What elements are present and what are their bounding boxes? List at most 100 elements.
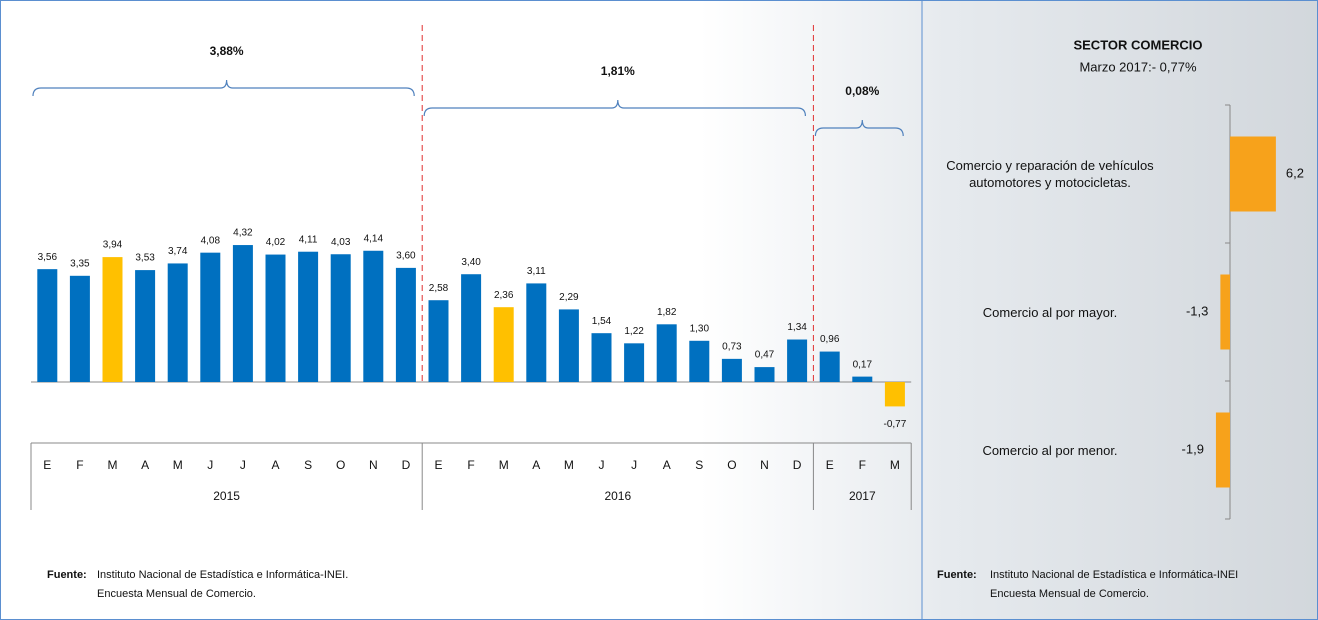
bar [461,274,482,382]
month-label: N [760,458,769,472]
source-label: Fuente: [937,569,977,581]
value-label: 2,58 [429,283,449,294]
bar [69,275,90,382]
value-label: -1,3 [1186,303,1208,318]
bar [1220,274,1230,350]
month-label: O [727,458,736,472]
value-label: -1,9 [1182,441,1204,456]
bar [852,376,873,382]
category-label-box: Comercio al por mayor. [982,304,1118,320]
bar [232,245,253,382]
bar [1215,412,1230,488]
bar [265,254,286,382]
month-label: E [434,458,442,472]
bar [591,333,612,382]
value-label: 1,22 [624,326,644,337]
value-label: -0,77 [884,419,907,430]
year-label: 2017 [849,489,876,503]
bar [526,283,547,382]
month-label: N [369,458,378,472]
value-label: 2,36 [494,290,514,301]
value-label: 3,94 [103,240,123,251]
month-label: J [240,458,246,472]
value-label: 1,82 [657,307,677,318]
bar [558,309,579,382]
category-label: Comercio al por mayor. [982,304,1118,320]
value-label: 4,03 [331,237,351,248]
source-line: Instituto Nacional de Estadística e Info… [990,569,1238,581]
value-label: 4,02 [266,237,286,248]
month-label: D [793,458,802,472]
month-label: A [141,458,149,472]
bar [656,324,677,382]
bar [298,251,319,382]
bar [721,358,742,382]
bar [493,307,514,382]
value-label: 3,40 [461,257,481,268]
bar [363,250,384,382]
month-label: M [173,458,183,472]
month-label: M [890,458,900,472]
value-label: 6,2 [1286,165,1304,180]
month-label: A [532,458,540,472]
bar [754,367,775,382]
source-line: Encuesta Mensual de Comercio. [990,588,1149,600]
brace [814,119,904,137]
bar [624,343,645,382]
value-label: 1,54 [592,316,612,327]
category-label: Comercio al por menor. [982,442,1118,458]
category-label-box: Comercio y reparación de vehículos autom… [946,158,1153,190]
month-label: A [271,458,279,472]
bar [689,340,710,382]
value-label: 0,96 [820,334,840,345]
month-label: M [564,458,574,472]
month-label: M [108,458,118,472]
bar [884,382,905,407]
bar [330,254,351,382]
bar [395,267,416,382]
bar [167,263,188,382]
value-label: 2,29 [559,292,579,303]
brace [423,99,806,117]
value-label: 3,74 [168,246,188,257]
month-label: F [859,458,866,472]
month-label: J [207,458,213,472]
category-label-box: Comercio al por menor. [982,442,1118,458]
bar [200,252,221,382]
year-label: 2016 [604,489,631,503]
month-label: J [631,458,637,472]
group-annotation: 3,88% [210,44,244,58]
background [700,0,1318,620]
value-label: 3,35 [70,258,90,269]
month-label: F [76,458,83,472]
source-label: Fuente: [47,569,87,581]
value-label: 0,17 [853,359,873,370]
value-label: 4,14 [364,233,384,244]
bar [135,270,156,382]
month-label: E [43,458,51,472]
source-line: Encuesta Mensual de Comercio. [97,588,256,600]
month-label: F [467,458,474,472]
value-label: 3,11 [527,266,546,277]
brace [32,79,415,97]
month-label: J [599,458,605,472]
bar [37,269,58,382]
bar [787,339,808,382]
group-annotation: 1,81% [601,64,635,78]
month-label: D [402,458,411,472]
chart-title: SECTOR COMERCIO [1073,37,1202,52]
source-line: Instituto Nacional de Estadística e Info… [97,569,348,581]
value-label: 3,60 [396,251,416,262]
value-label: 4,08 [201,235,221,246]
month-label: S [695,458,703,472]
value-label: 4,32 [233,228,253,239]
month-label: O [336,458,345,472]
chart-subtitle: Marzo 2017:- 0,77% [1079,59,1197,74]
value-label: 3,56 [38,252,58,263]
month-label: E [826,458,834,472]
value-label: 0,47 [755,350,775,361]
group-annotation: 0,08% [845,84,879,98]
bar [428,300,449,382]
year-label: 2015 [213,489,240,503]
